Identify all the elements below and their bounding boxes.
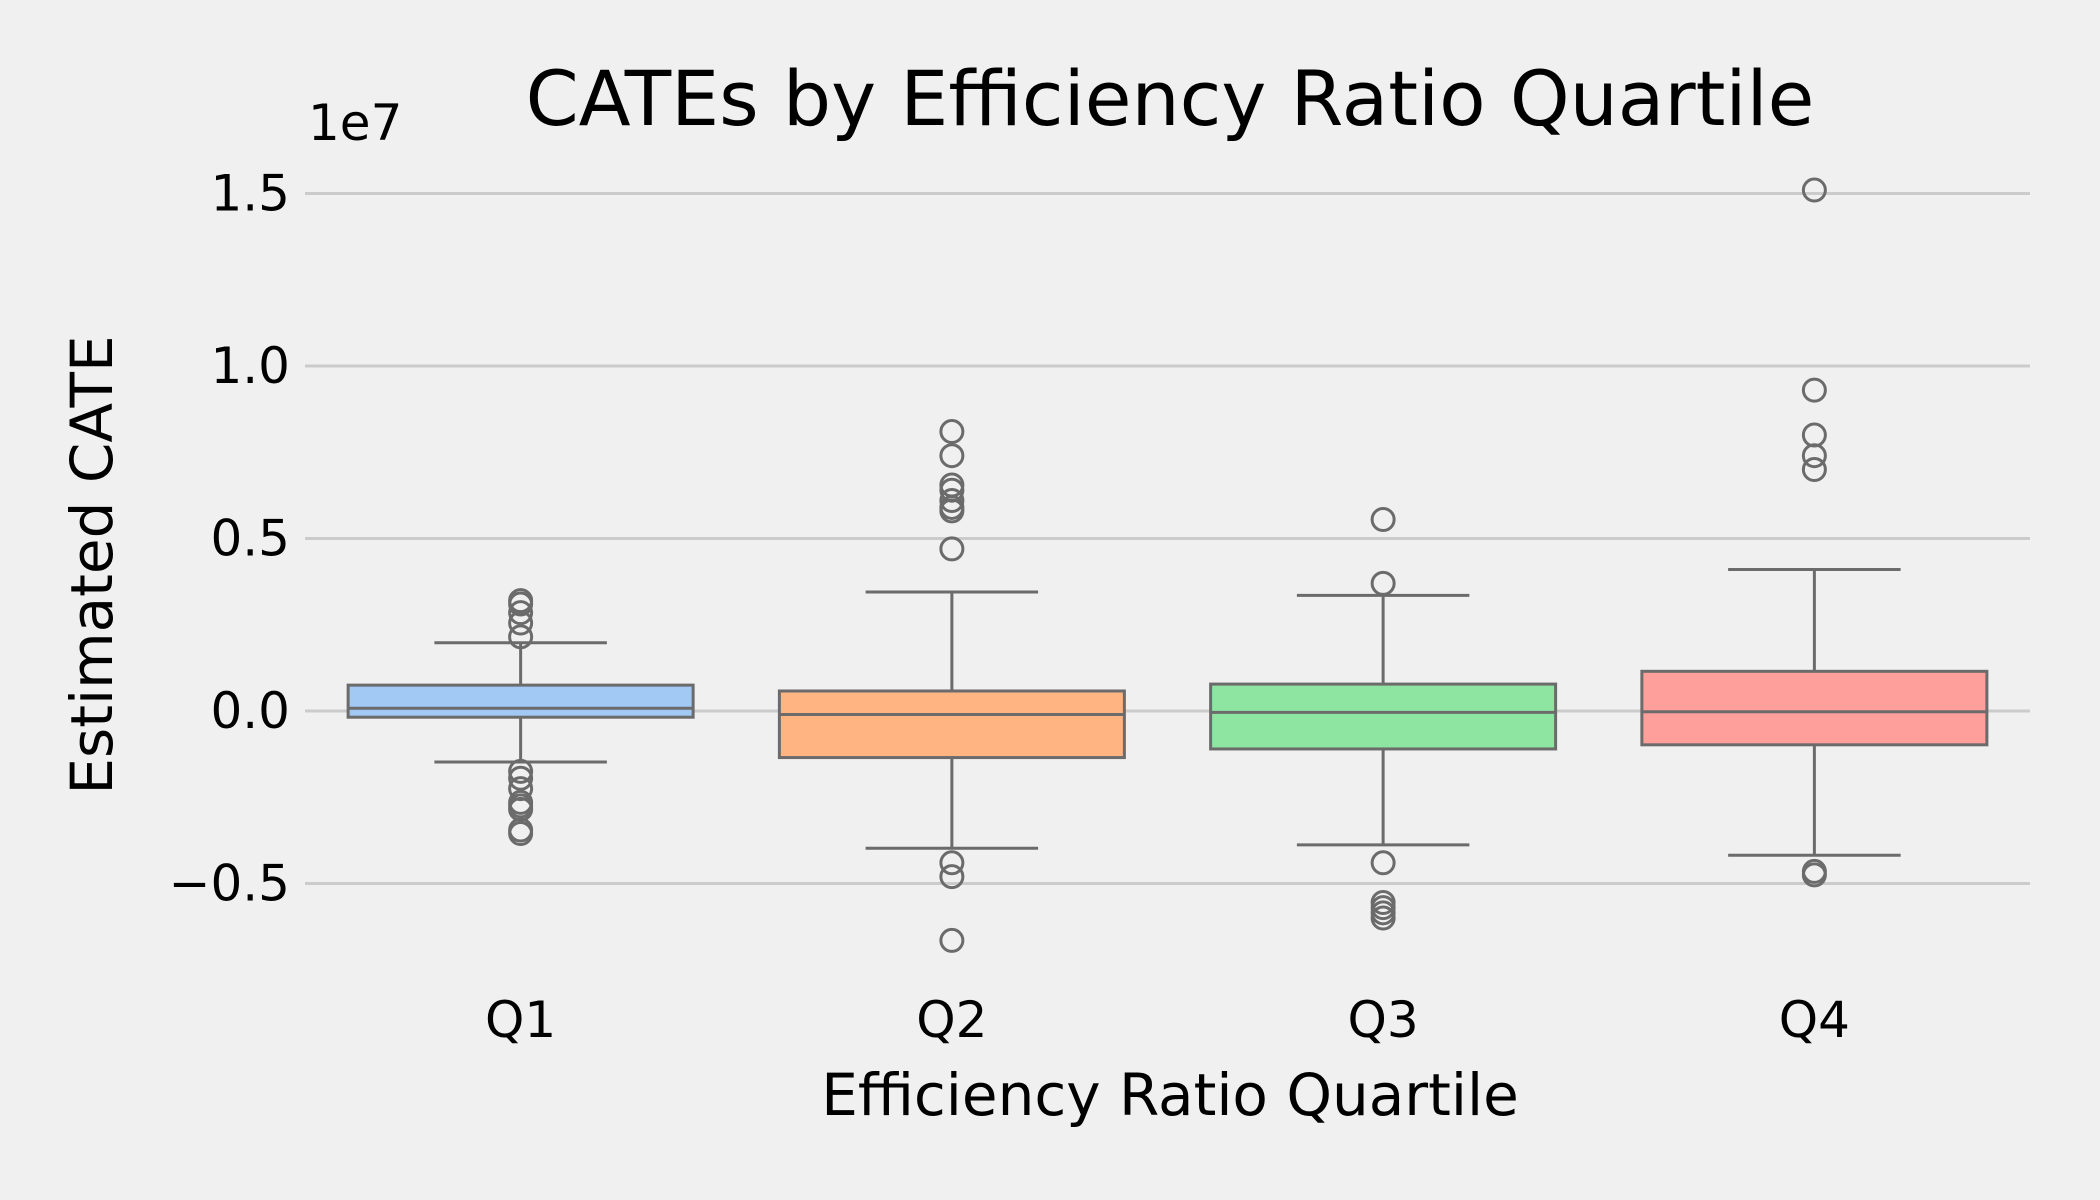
x-axis-ticks: Q1 Q2 Q3 Q4 — [485, 991, 1850, 1049]
outlier-point — [939, 443, 965, 469]
gridlines — [305, 192, 2030, 885]
outlier-point — [939, 419, 965, 445]
outlier-point — [508, 758, 534, 784]
y-tick-label: 1.5 — [210, 165, 290, 223]
outlier-point — [939, 536, 965, 562]
y-axis-label: Estimated CATE — [58, 335, 126, 794]
outlier-point — [508, 600, 534, 626]
outlier-point — [939, 850, 965, 876]
x-tick-label: Q3 — [1348, 991, 1419, 1049]
outlier-point — [939, 864, 965, 890]
y-tick-label: 0.5 — [210, 510, 290, 568]
outlier-point — [939, 927, 965, 953]
outlier-point — [1801, 377, 1827, 403]
y-axis-offset-label: 1e7 — [308, 94, 402, 152]
outlier-point — [1801, 457, 1827, 482]
y-tick-label: −0.5 — [169, 855, 290, 913]
y-tick-label: 1.0 — [210, 337, 290, 395]
outlier-point — [1801, 177, 1827, 203]
outlier-point — [1370, 850, 1396, 876]
x-tick-label: Q1 — [485, 991, 556, 1049]
iqr-box — [346, 683, 695, 719]
outlier-point — [508, 591, 534, 617]
x-axis-label: Efficiency Ratio Quartile — [821, 1061, 1519, 1129]
outlier-point — [1801, 862, 1827, 888]
outlier-point — [508, 610, 534, 636]
iqr-box — [1209, 682, 1558, 751]
chart-title: CATEs by Efficiency Ratio Quartile — [526, 54, 1815, 143]
box-q2 — [777, 419, 1126, 953]
x-tick-label: Q4 — [1779, 991, 1850, 1049]
y-tick-label: 0.0 — [210, 682, 290, 740]
outlier-point — [508, 624, 534, 650]
outlier-point — [508, 820, 534, 846]
outlier-point — [508, 765, 534, 791]
x-tick-label: Q2 — [916, 991, 987, 1049]
box-plots — [346, 177, 1989, 953]
outlier-point — [939, 488, 965, 514]
iqr-box — [777, 689, 1126, 760]
box-q3 — [1209, 507, 1558, 931]
outlier-point — [1370, 570, 1396, 596]
outlier-point — [1801, 422, 1827, 448]
iqr-box — [1640, 669, 1989, 747]
box-q1 — [346, 588, 695, 846]
outlier-point — [1801, 443, 1827, 469]
box-q4 — [1640, 177, 1989, 888]
y-axis-ticks: −0.5 0.0 0.5 1.0 1.5 — [169, 165, 290, 913]
outlier-point — [1370, 507, 1396, 533]
outlier-point — [939, 498, 965, 524]
outlier-point — [1370, 905, 1396, 931]
